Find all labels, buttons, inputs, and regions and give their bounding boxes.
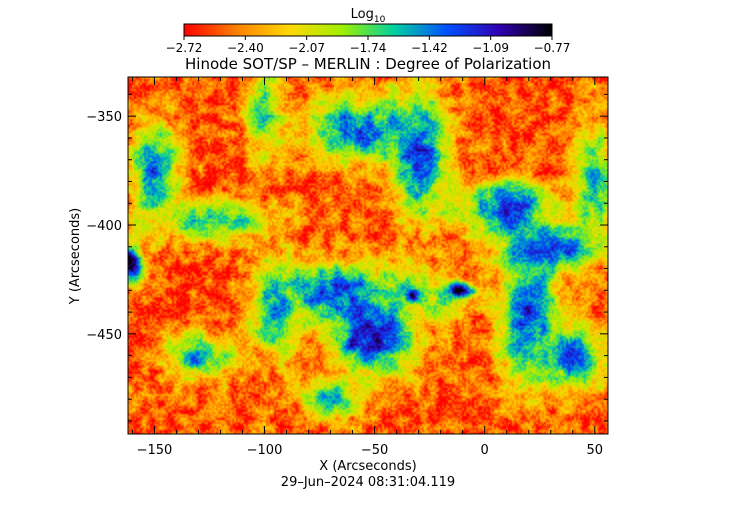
chart-title: Hinode SOT/SP – MERLIN : Degree of Polar… bbox=[185, 55, 551, 73]
y-tick-label: −450 bbox=[86, 328, 122, 343]
heatmap-image bbox=[128, 77, 608, 434]
timestamp: 29–Jun–2024 08:31:04.119 bbox=[281, 475, 455, 490]
x-tick-label: −100 bbox=[247, 443, 283, 458]
colorbar-tick-label: −0.77 bbox=[534, 41, 571, 55]
x-tick-label: 50 bbox=[587, 443, 604, 458]
colorbar-label-base: Log bbox=[351, 7, 374, 22]
colorbar-tick-label: −1.74 bbox=[350, 41, 387, 55]
x-axis-label: X (Arcseconds) bbox=[319, 459, 416, 474]
colorbar-label-sub: 10 bbox=[374, 15, 386, 25]
y-axis: −350 −400 −450 bbox=[86, 93, 608, 422]
x-tick-label: −150 bbox=[137, 443, 173, 458]
y-axis-label: Y (Arcseconds) bbox=[68, 208, 83, 305]
plot-frame bbox=[127, 76, 609, 435]
colorbar-tick-label: −2.07 bbox=[288, 41, 325, 55]
x-tick-label: 0 bbox=[481, 443, 489, 458]
colorbar-tick-label: −2.72 bbox=[166, 41, 203, 55]
colorbar-ticks: −2.72 −2.40 −2.07 −1.74 −1.42 −1.09 −0.77 bbox=[166, 36, 571, 55]
x-tick-label: −50 bbox=[361, 443, 388, 458]
y-tick-label: −350 bbox=[86, 110, 122, 125]
colorbar-tick-label: −1.42 bbox=[411, 41, 448, 55]
colorbar-label: Log10 bbox=[351, 7, 386, 25]
y-tick-label: −400 bbox=[86, 219, 122, 234]
x-axis: −150 −100 −50 0 50 bbox=[131, 77, 604, 458]
colorbar-tick-label: −1.09 bbox=[472, 41, 509, 55]
colorbar bbox=[183, 23, 553, 37]
colorbar-tick-label: −2.40 bbox=[227, 41, 264, 55]
